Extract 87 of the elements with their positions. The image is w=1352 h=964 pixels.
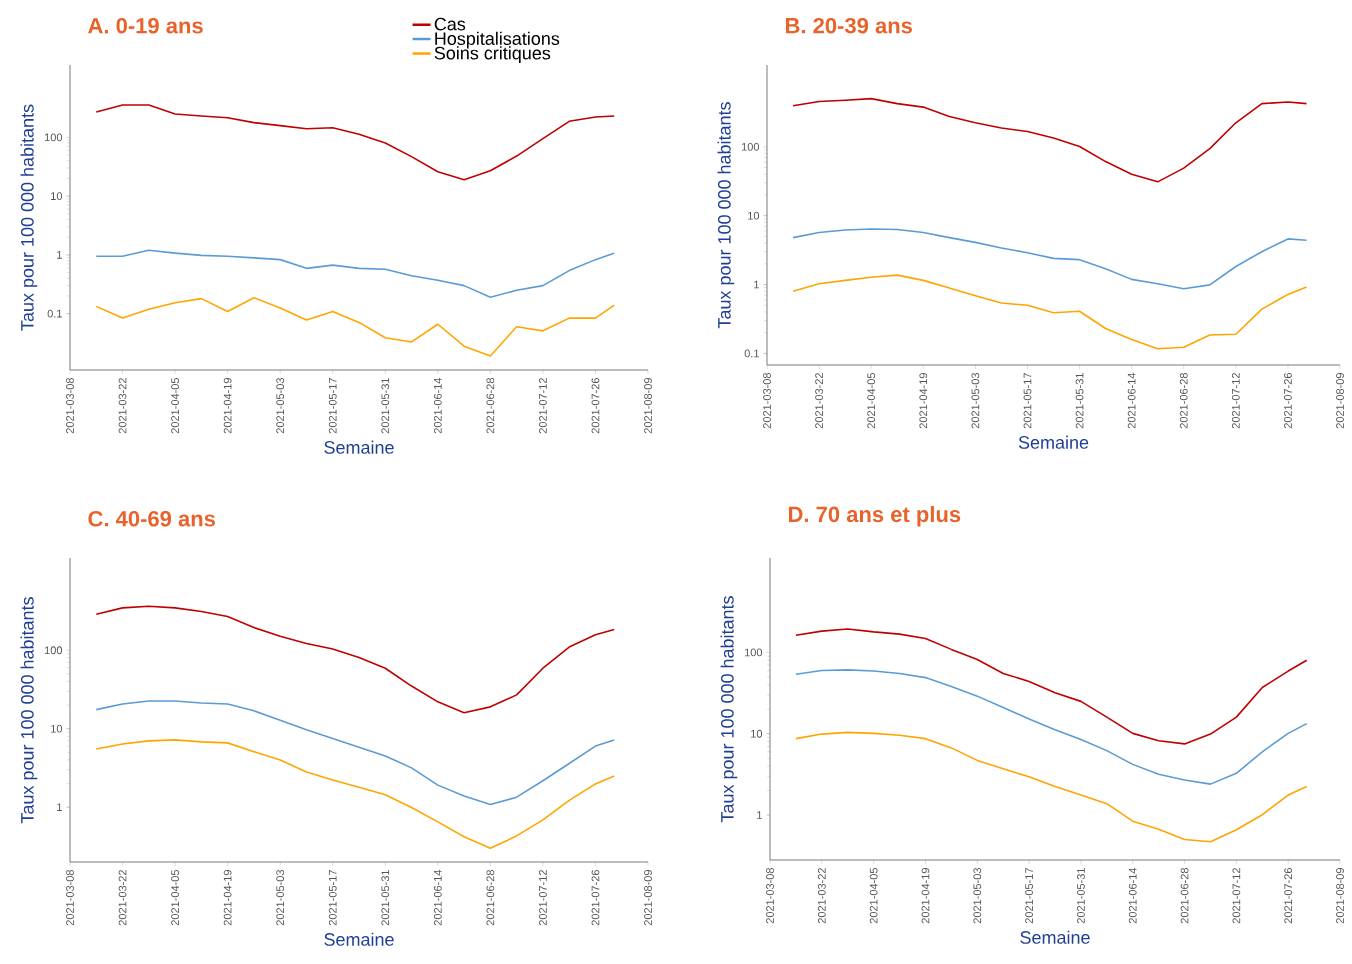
x-axis-title: Semaine (1020, 930, 1090, 944)
x-tick-label: 2021-07-12 (539, 870, 547, 926)
chart-title: D. 70 ans et plus (789, 505, 961, 527)
y-tick-label: 100 (44, 646, 63, 655)
x-tick-label: 2021-05-17 (328, 378, 337, 434)
x-tick-label: 2021-05-17 (328, 870, 337, 926)
x-tick-label: 2021-04-19 (223, 378, 232, 434)
line-series (792, 274, 1308, 350)
y-axis-title: Taux pour 100 000 habitants (20, 597, 38, 824)
x-tick-label: 2021-05-31 (381, 870, 390, 926)
x-tick-label: 2021-05-31 (381, 378, 390, 434)
y-tick-label: 1 (754, 280, 759, 289)
x-tick-label: 2021-03-22 (118, 870, 127, 926)
x-tick-label: 2021-03-08 (66, 870, 74, 926)
x-tick-label: 2021-07-12 (1231, 373, 1240, 429)
x-tick-label: 2021-08-09 (644, 378, 652, 434)
line-series (792, 97, 1308, 183)
x-tick-label: 2021-06-28 (486, 870, 495, 926)
y-tick-label: 1 (57, 251, 62, 259)
chart-title: B. 20-39 ans (786, 17, 912, 34)
line-series (95, 700, 616, 806)
x-tick-label: 2021-07-12 (539, 378, 547, 434)
x-tick-label: 2021-05-03 (276, 870, 285, 926)
x-tick-label: 2021-04-05 (867, 372, 876, 429)
x-tick-label: 2021-06-28 (486, 378, 495, 434)
y-tick-label: 0.1 (47, 309, 62, 318)
y-axis-title: Taux pour 100 000 habitants (20, 104, 38, 331)
y-tick-label: 0.1 (744, 349, 759, 358)
line-series (792, 228, 1308, 290)
x-tick-label: 2021-05-03 (973, 868, 982, 924)
x-tick-label: 2021-07-26 (591, 378, 600, 434)
x-tick-label: 2021-06-14 (433, 869, 442, 926)
x-tick-label: 2021-03-08 (766, 868, 774, 924)
line-series (795, 669, 1308, 785)
y-tick-label: 10 (751, 729, 763, 738)
x-tick-label: 2021-06-14 (1127, 372, 1136, 429)
line-series (795, 731, 1308, 843)
y-tick-label: 1 (57, 803, 62, 811)
line-series (95, 104, 616, 181)
x-tick-label: 2021-04-05 (171, 869, 179, 926)
line-series (95, 605, 616, 714)
x-tick-label: 2021-03-08 (763, 373, 771, 429)
x-axis-title: Semaine (1018, 435, 1089, 449)
x-tick-label: 2021-05-31 (1075, 373, 1084, 429)
x-tick-label: 2021-05-03 (276, 378, 285, 434)
x-tick-label: 2021-03-22 (817, 868, 826, 924)
y-tick-label: 10 (51, 724, 63, 733)
x-tick-label: 2021-07-26 (591, 870, 600, 926)
x-tick-label: 2021-05-17 (1025, 868, 1033, 924)
y-tick-label: 1 (757, 811, 762, 819)
legend-label: Cas (434, 17, 466, 31)
x-tick-label: 2021-07-12 (1232, 868, 1241, 924)
x-tick-label: 2021-06-28 (1179, 373, 1188, 429)
line-series (95, 739, 616, 849)
x-tick-label: 2021-05-03 (971, 373, 980, 429)
x-tick-label: 2021-08-09 (644, 870, 652, 926)
y-axis-title: Taux pour 100 000 habitants (720, 596, 738, 823)
x-tick-label: 2021-06-28 (1180, 868, 1189, 924)
x-tick-label: 2021-07-26 (1284, 373, 1292, 429)
x-tick-label: 2021-05-31 (1077, 868, 1085, 924)
line-series (95, 249, 616, 299)
x-tick-label: 2021-07-26 (1284, 868, 1293, 924)
y-tick-label: 10 (51, 192, 63, 200)
chart-title: C. 40-69 ans (88, 510, 215, 527)
x-tick-label: 2021-05-17 (1023, 373, 1032, 429)
x-tick-label: 2021-06-14 (433, 377, 442, 434)
x-tick-label: 2021-08-09 (1336, 868, 1344, 924)
x-tick-label: 2021-04-05 (171, 377, 179, 434)
line-series (795, 628, 1308, 745)
x-tick-label: 2021-03-22 (815, 373, 823, 429)
x-tick-label: 2021-04-05 (869, 867, 878, 924)
y-tick-label: 10 (748, 211, 760, 220)
x-tick-label: 2021-04-19 (919, 373, 928, 429)
x-tick-label: 2021-06-14 (1128, 867, 1137, 924)
chart-title: A. 0-19 ans (88, 17, 203, 34)
y-axis-title: Taux pour 100 000 habitants (717, 102, 735, 329)
x-tick-label: 2021-03-08 (66, 378, 74, 434)
x-tick-label: 2021-03-22 (118, 378, 127, 434)
x-tick-label: 2021-04-19 (223, 870, 232, 926)
x-tick-label: 2021-08-09 (1336, 373, 1344, 429)
y-tick-label: 100 (744, 648, 763, 657)
x-axis-title: Semaine (324, 932, 394, 946)
x-axis-title: Semaine (324, 440, 394, 454)
y-tick-label: 100 (741, 142, 760, 151)
x-tick-label: 2021-04-19 (921, 868, 930, 924)
y-tick-label: 100 (44, 133, 63, 142)
line-series (95, 296, 616, 357)
